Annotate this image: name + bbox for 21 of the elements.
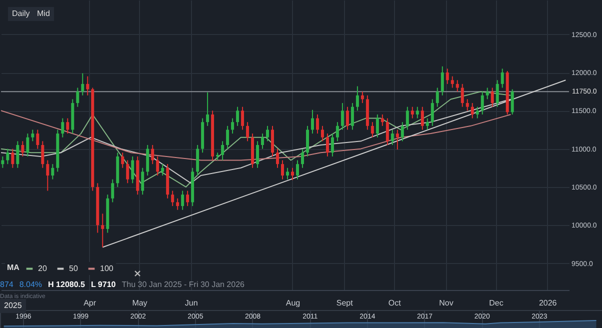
annotation: L 9710 [90, 280, 116, 290]
annotation: 874 [0, 280, 14, 290]
x-tick-label: Jun [184, 298, 198, 308]
annotation: Daily [8, 7, 34, 21]
x-tick-label: May [132, 298, 148, 308]
legend-label: 20 [38, 264, 48, 273]
annotation: 8.04% [19, 280, 42, 290]
legend-label: 50 [69, 264, 78, 273]
x-tick-label: Nov [439, 298, 454, 308]
x-tick-label: 2026 [538, 298, 558, 308]
annotation: Thu 30 Jan 2025 - Fri 30 Jan 2026 [122, 280, 244, 290]
annotation: Mid [33, 7, 54, 21]
x-tick-label: Aug [286, 298, 300, 308]
x-tick-label: Dec [489, 298, 504, 308]
x-tick-label: Sept [336, 298, 354, 308]
x-tick-label: Oct [388, 298, 402, 308]
annotation: H 12080.5 [48, 280, 85, 290]
x-tick-label: Apr [84, 298, 96, 308]
legend-label: 100 [100, 264, 114, 273]
text: 2025 [0, 299, 26, 313]
legend-title: MA [7, 263, 20, 272]
